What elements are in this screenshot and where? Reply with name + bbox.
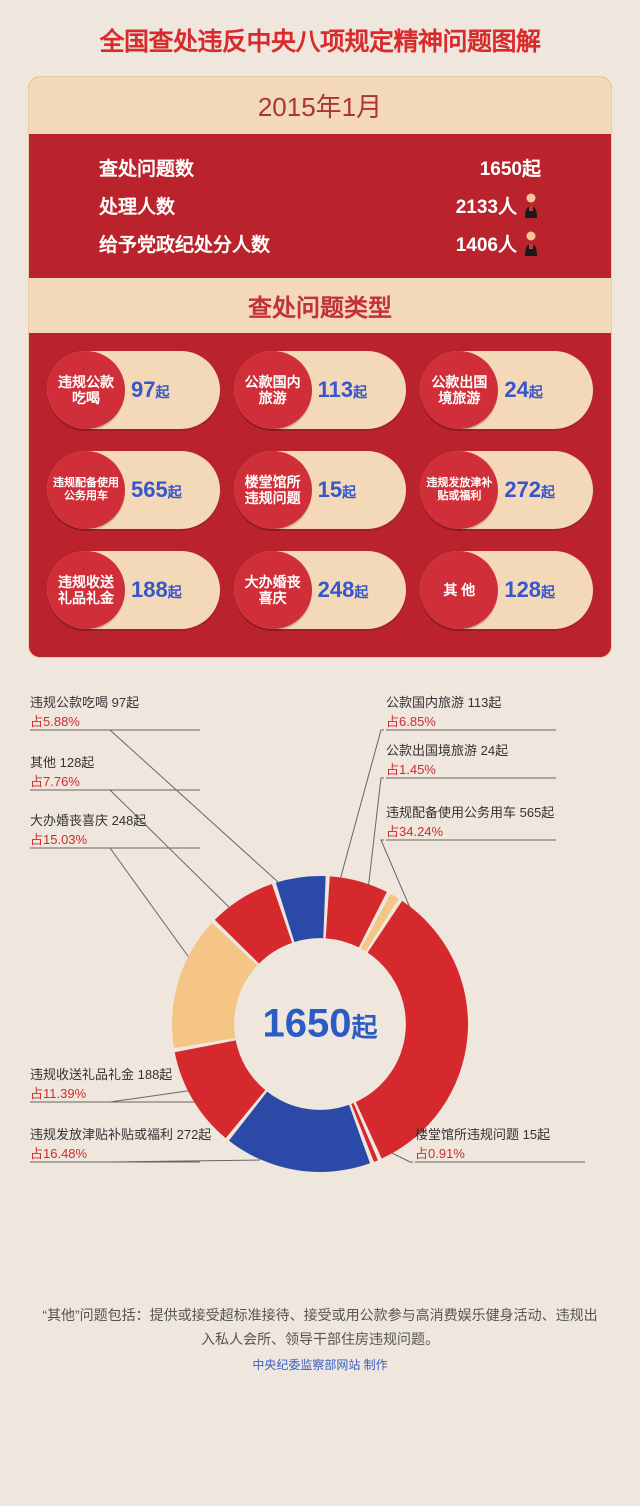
type-pill: 公款国内旅游 113起: [234, 351, 407, 429]
slice-percent: 占7.76%: [30, 773, 94, 792]
donut-center-value: 1650起: [263, 1002, 378, 1047]
slice-percent: 占34.24%: [386, 823, 554, 842]
stat-row: 给予党政纪处分人数 1406人: [99, 224, 541, 262]
footnote: “其他”问题包括：提供或接受超标准接待、接受或用公款参与高消费娱乐健身活动、违规…: [0, 1294, 640, 1356]
pill-label: 违规收送礼品礼金: [47, 551, 125, 629]
slice-name: 公款出国境旅游 24起: [386, 742, 508, 761]
summary-stats: 查处问题数 1650起处理人数 2133人给予党政纪处分人数 1406人: [29, 134, 611, 278]
type-pill: 违规公款吃喝 97起: [47, 351, 220, 429]
slice-name: 其他 128起: [30, 754, 94, 773]
slice-name: 公款国内旅游 113起: [386, 694, 501, 713]
chart-slice-label: 楼堂馆所违规问题 15起占0.91%: [415, 1126, 550, 1164]
chart-slice-label: 违规收送礼品礼金 188起占11.39%: [30, 1066, 172, 1104]
person-icon: [521, 192, 541, 218]
pill-label: 违规配备使用公务用车: [47, 451, 125, 529]
type-pill: 大办婚丧喜庆 248起: [234, 551, 407, 629]
stat-value: 1650起: [480, 154, 541, 181]
types-header: 查处问题类型: [29, 278, 611, 333]
pill-value: 272起: [504, 477, 555, 503]
slice-percent: 占1.45%: [386, 761, 508, 780]
pill-label: 其 他: [420, 551, 498, 629]
slice-percent: 占5.88%: [30, 713, 139, 732]
person-icon: [521, 230, 541, 256]
chart-slice-label: 其他 128起占7.76%: [30, 754, 94, 792]
stat-value: 1406人: [456, 230, 541, 257]
pill-grid: 违规公款吃喝 97起公款国内旅游 113起公款出国境旅游 24起违规配备使用公务…: [29, 333, 611, 657]
stat-value: 2133人: [456, 192, 541, 219]
pill-value: 188起: [131, 577, 182, 603]
stat-label: 给予党政纪处分人数: [99, 230, 270, 257]
slice-percent: 占11.39%: [30, 1085, 172, 1104]
pill-label: 违规公款吃喝: [47, 351, 125, 429]
donut-chart-section: 1650起 违规公款吃喝 97起占5.88% 其他 128起占7.76% 大办婚丧喜…: [0, 694, 640, 1294]
stat-row: 查处问题数 1650起: [99, 148, 541, 186]
pill-value: 24起: [504, 377, 542, 403]
chart-slice-label: 公款国内旅游 113起占6.85%: [386, 694, 501, 732]
date-banner: 2015年1月: [29, 77, 611, 134]
type-pill: 违规发放津补贴或福利 272起: [420, 451, 593, 529]
chart-slice-label: 违规公款吃喝 97起占5.88%: [30, 694, 139, 732]
slice-name: 违规收送礼品礼金 188起: [30, 1066, 172, 1085]
slice-name: 违规公款吃喝 97起: [30, 694, 139, 713]
slice-name: 楼堂馆所违规问题 15起: [415, 1126, 550, 1145]
credit: 中央纪委监察部网站 制作: [0, 1356, 640, 1387]
slice-name: 大办婚丧喜庆 248起: [30, 812, 146, 831]
slice-name: 违规配备使用公务用车 565起: [386, 804, 554, 823]
chart-slice-label: 违规配备使用公务用车 565起占34.24%: [386, 804, 554, 842]
type-pill: 其 他 128起: [420, 551, 593, 629]
pill-label: 公款国内旅游: [234, 351, 312, 429]
slice-percent: 占6.85%: [386, 713, 501, 732]
stat-label: 查处问题数: [99, 154, 194, 181]
pill-value: 128起: [504, 577, 555, 603]
pill-value: 113起: [318, 377, 368, 403]
slice-percent: 占16.48%: [30, 1145, 211, 1164]
slice-name: 违规发放津贴补贴或福利 272起: [30, 1126, 211, 1145]
page-title: 全国查处违反中央八项规定精神问题图解: [0, 0, 640, 76]
chart-slice-label: 大办婚丧喜庆 248起占15.03%: [30, 812, 146, 850]
pill-value: 97起: [131, 377, 169, 403]
pill-value: 565起: [131, 477, 182, 503]
type-pill: 公款出国境旅游 24起: [420, 351, 593, 429]
stat-label: 处理人数: [99, 192, 175, 219]
stat-row: 处理人数 2133人: [99, 186, 541, 224]
pill-value: 248起: [318, 577, 369, 603]
slice-percent: 占0.91%: [415, 1145, 550, 1164]
chart-slice-label: 违规发放津贴补贴或福利 272起占16.48%: [30, 1126, 211, 1164]
pill-label: 违规发放津补贴或福利: [420, 451, 498, 529]
pill-label: 公款出国境旅游: [420, 351, 498, 429]
chart-slice-label: 公款出国境旅游 24起占1.45%: [386, 742, 508, 780]
type-pill: 违规收送礼品礼金 188起: [47, 551, 220, 629]
type-pill: 违规配备使用公务用车 565起: [47, 451, 220, 529]
pill-label: 大办婚丧喜庆: [234, 551, 312, 629]
pill-label: 楼堂馆所违规问题: [234, 451, 312, 529]
pill-value: 15起: [318, 477, 356, 503]
slice-percent: 占15.03%: [30, 831, 146, 850]
summary-card: 2015年1月 查处问题数 1650起处理人数 2133人给予党政纪处分人数 1…: [28, 76, 612, 658]
type-pill: 楼堂馆所违规问题 15起: [234, 451, 407, 529]
